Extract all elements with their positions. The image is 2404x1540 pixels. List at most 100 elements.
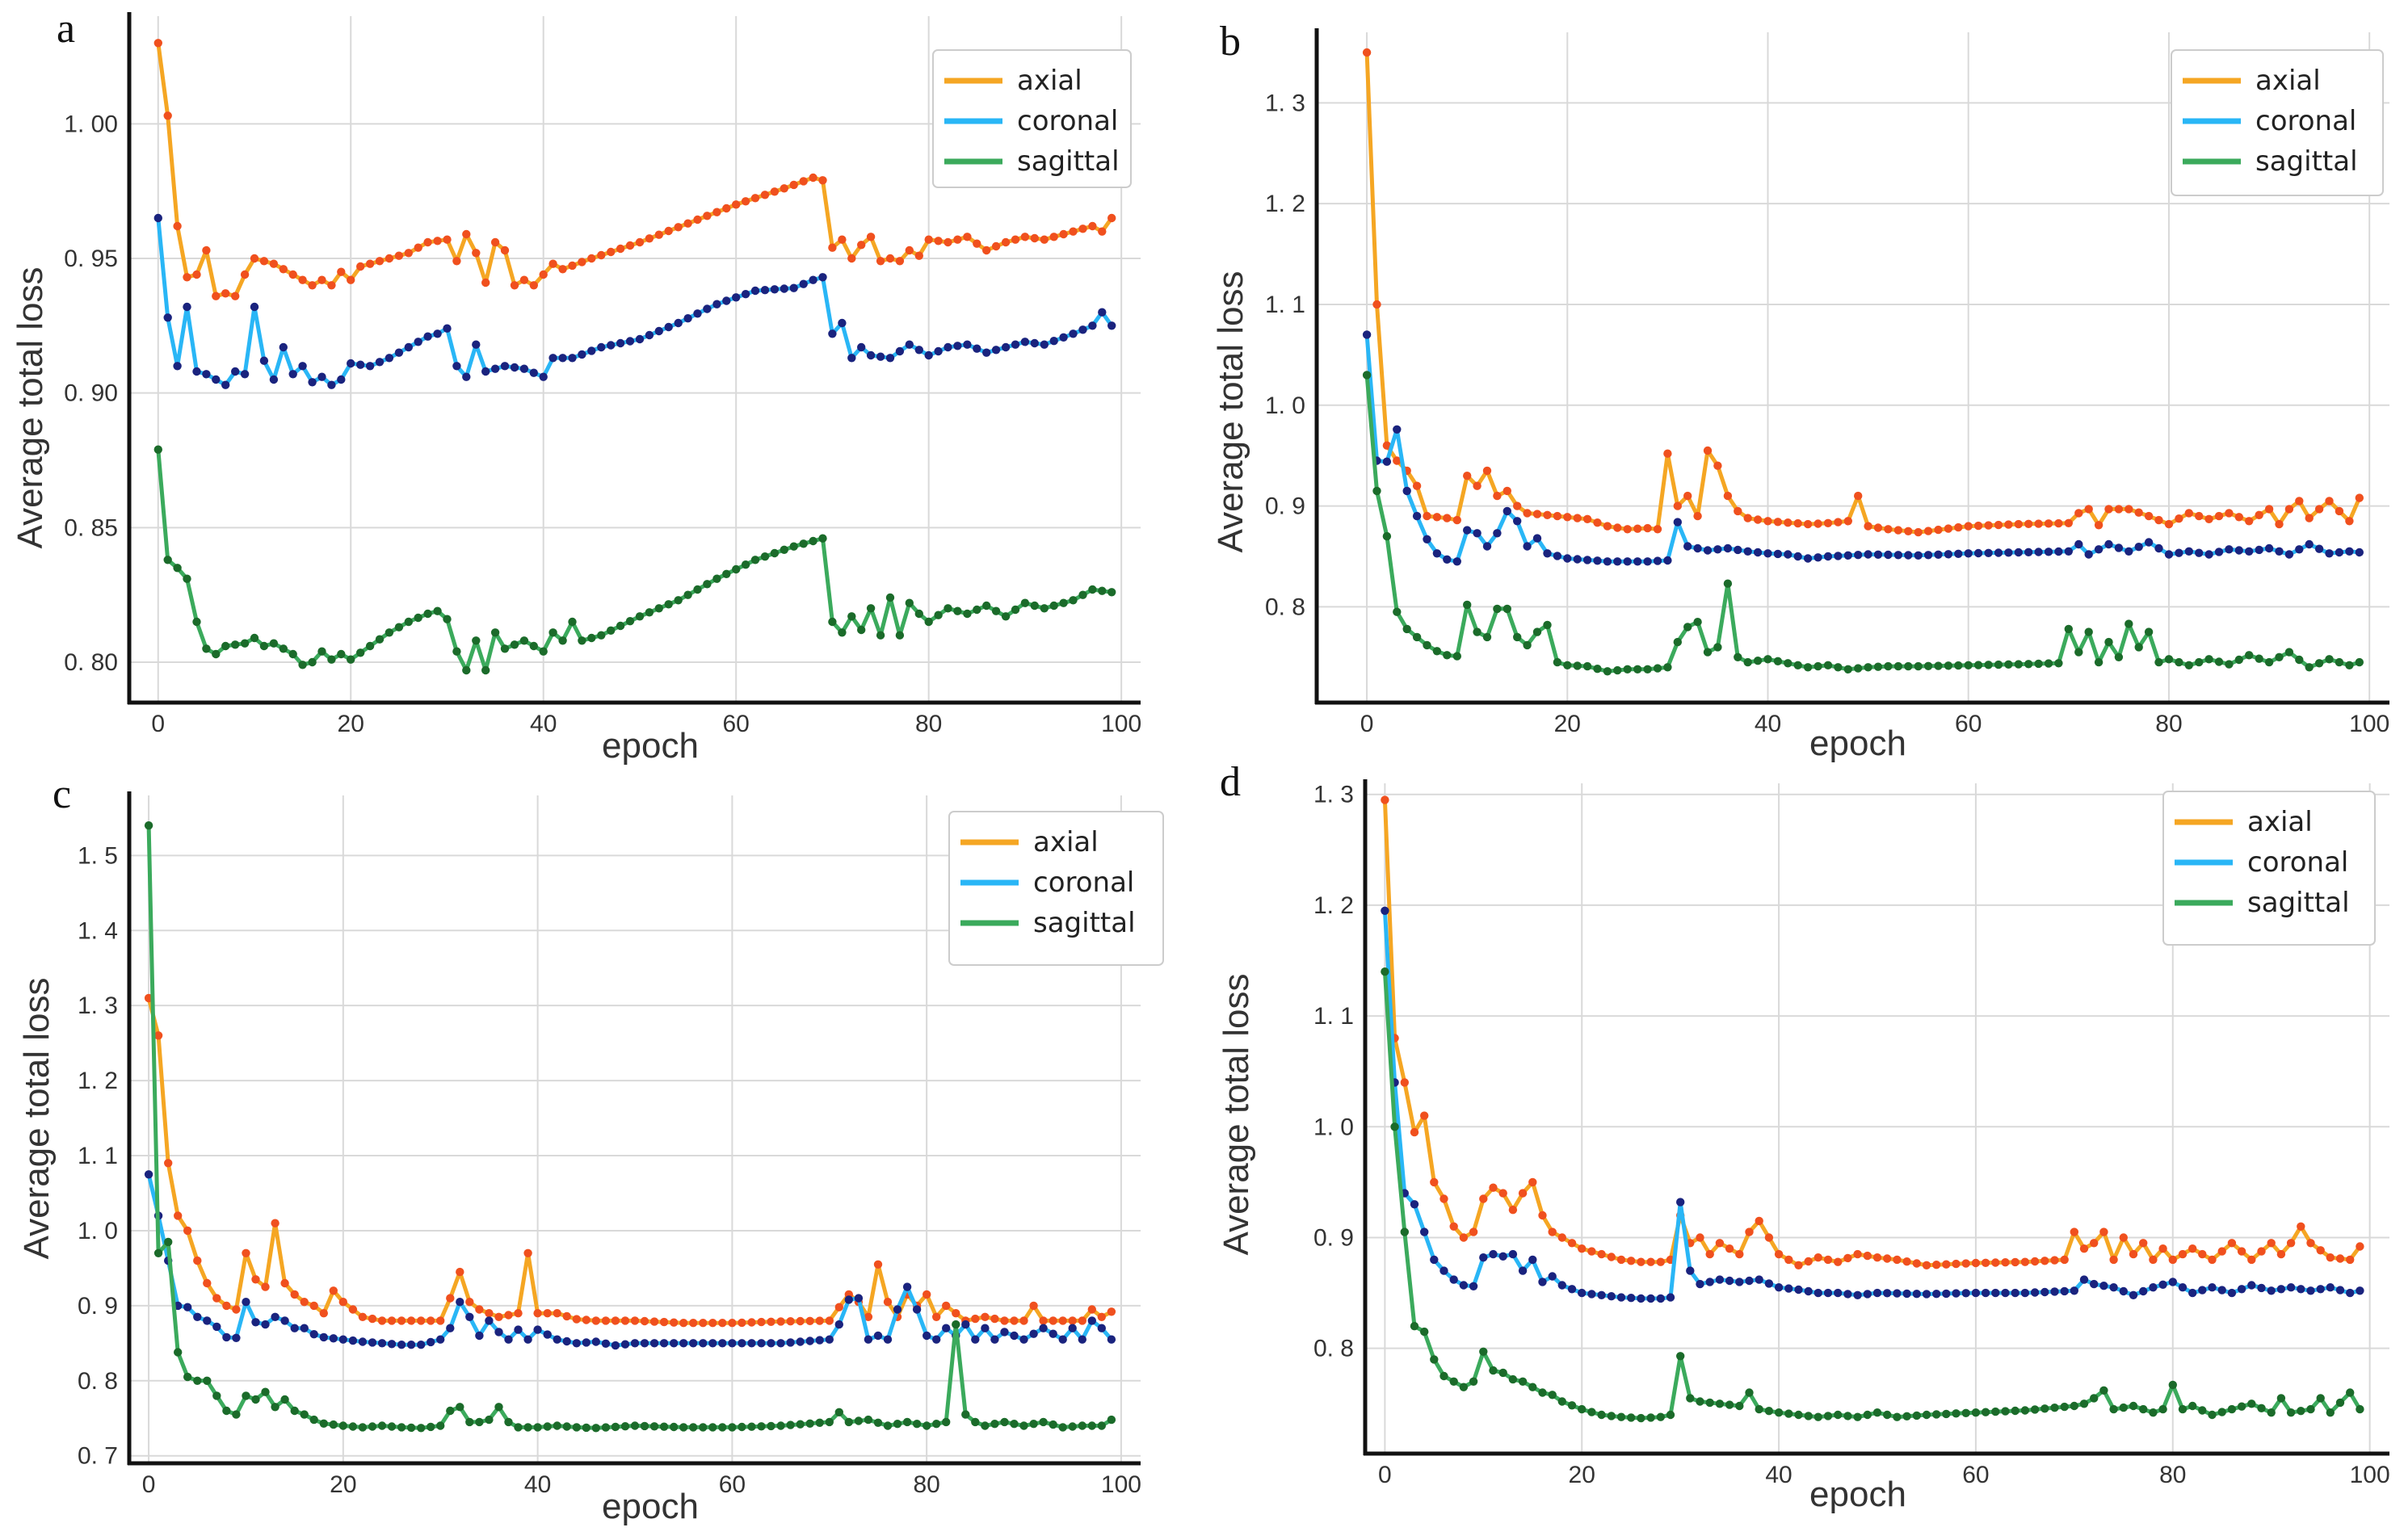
panel-c-coronal-point bbox=[767, 1339, 775, 1348]
panel-b-axial-point bbox=[2064, 518, 2073, 527]
panel-c-coronal-point bbox=[222, 1332, 231, 1342]
panel-d-sagittal-point bbox=[1557, 1397, 1567, 1406]
panel-c-axial-point bbox=[203, 1278, 212, 1288]
panel-b-axial-point bbox=[2175, 514, 2183, 523]
panel-b-sagittal-point bbox=[1443, 651, 1452, 660]
panel-d-coronal-point bbox=[1557, 1281, 1567, 1290]
panel-b-sagittal-point bbox=[1683, 623, 1692, 632]
panel-b-axial-point bbox=[2154, 515, 2163, 525]
panel-d-axial-point bbox=[1439, 1194, 1448, 1203]
panel-d-axial-point bbox=[2149, 1255, 2158, 1265]
panel-c-sagittal-point bbox=[222, 1406, 231, 1416]
panel-d-coronal-point bbox=[1538, 1278, 1547, 1286]
panel-a-axial-point bbox=[173, 221, 182, 231]
panel-d-axial-point bbox=[2208, 1255, 2217, 1265]
panel-c-axial-point bbox=[1107, 1307, 1116, 1316]
panel-b-sagittal-point bbox=[1563, 661, 1572, 669]
panel-b-coronal-point bbox=[2054, 547, 2063, 556]
panel-a-axial-point bbox=[1069, 227, 1078, 236]
panel-b-sagittal-point bbox=[1734, 653, 1742, 661]
panel-d-axial-point bbox=[1607, 1253, 1616, 1261]
panel-d-sagittal-point bbox=[1616, 1412, 1626, 1421]
panel-b-coronal-point bbox=[1432, 549, 1442, 558]
panel-c-coronal-point bbox=[708, 1339, 717, 1348]
panel-d-coronal-point bbox=[2257, 1283, 2266, 1293]
panel-a-coronal-point bbox=[317, 372, 326, 381]
panel-b-coronal-point bbox=[1973, 548, 1983, 558]
panel-d-sagittal-point bbox=[1666, 1410, 1675, 1420]
panel-c-axial-line bbox=[146, 997, 1113, 1325]
panel-b-axial-point bbox=[2245, 517, 2254, 526]
panel-b-axial-point bbox=[1543, 510, 1552, 519]
panel-d-axial-point bbox=[2011, 1257, 2019, 1267]
panel-b-sagittal-point bbox=[2175, 657, 2183, 667]
panel-d-axial-point bbox=[2139, 1239, 2148, 1248]
panel-d-axial-point bbox=[2346, 1255, 2355, 1265]
panel-b-axial-point bbox=[1734, 506, 1742, 516]
panel-c-axial-point bbox=[562, 1311, 571, 1321]
panel-a-sagittal-point bbox=[876, 631, 885, 640]
panel-a-coronal-point bbox=[809, 275, 817, 284]
panel-d-sagittal-point bbox=[1893, 1412, 1902, 1421]
panel-d-axial-point bbox=[2020, 1257, 2030, 1266]
panel-d-coronal-point bbox=[1853, 1290, 1862, 1300]
panel-a-axial-point bbox=[1030, 233, 1040, 243]
panel-a-sagittal-point bbox=[674, 596, 683, 605]
panel-a-axial-point bbox=[693, 215, 702, 224]
panel-a-coronal-point bbox=[703, 304, 712, 313]
panel-a-sagittal-point bbox=[732, 564, 741, 574]
panel-a-sagittal-point bbox=[394, 623, 404, 632]
panel-a-sagittal-point bbox=[423, 609, 432, 619]
panel-c-sagittal-point bbox=[923, 1421, 931, 1430]
panel-a-coronal-point bbox=[838, 318, 847, 328]
panel-c-coronal-point bbox=[290, 1324, 299, 1332]
panel-a-axial-point bbox=[1040, 235, 1049, 244]
panel-d-y-tick-label: 1. 2 bbox=[1313, 892, 1354, 919]
panel-b-sagittal-point bbox=[1482, 632, 1492, 642]
panel-d-axial-point bbox=[2237, 1247, 2246, 1256]
panel-a-sagittal-point bbox=[173, 564, 182, 573]
panel-c-sagittal-point bbox=[406, 1423, 416, 1433]
panel-d-sagittal-point bbox=[2030, 1405, 2040, 1414]
panel-a-coronal-point bbox=[337, 375, 346, 384]
panel-b-coronal-point bbox=[2084, 550, 2093, 559]
panel-d-coronal-point bbox=[2267, 1286, 2276, 1295]
panel-c-axial-point bbox=[280, 1278, 289, 1288]
panel-c-sagittal-point bbox=[183, 1372, 192, 1382]
panel-c-y-tick-label: 0. 7 bbox=[78, 1443, 118, 1470]
panel-b-axial-point bbox=[1873, 523, 1883, 532]
panel-a-axial-point bbox=[838, 235, 847, 244]
panel-c-coronal-point bbox=[338, 1335, 347, 1344]
panel-b-axial-point bbox=[1523, 509, 1532, 518]
panel-b-x-axis-title: epoch bbox=[1809, 724, 1906, 763]
panel-d-coronal-point bbox=[1548, 1272, 1557, 1281]
panel-b-sagittal-point bbox=[1823, 661, 1833, 669]
panel-b-coronal-point bbox=[1673, 518, 1682, 527]
panel-c-legend-label-coronal: coronal bbox=[1033, 867, 1134, 899]
panel-d-coronal-point bbox=[1498, 1252, 1507, 1261]
panel-a-axial-point bbox=[163, 111, 172, 120]
panel-a-sagittal-point bbox=[153, 445, 162, 454]
panel-a-axial-point bbox=[1020, 233, 1030, 241]
panel-a-axial-point bbox=[568, 261, 577, 271]
panel-d-axial-point bbox=[1784, 1255, 1793, 1265]
panel-c-sagittal-line bbox=[146, 825, 1113, 1430]
panel-c-axial-point bbox=[543, 1309, 552, 1318]
panel-d-axial-point bbox=[2119, 1233, 2128, 1242]
panel-d-axial-point bbox=[1381, 795, 1389, 804]
panel-a-coronal-point bbox=[587, 346, 596, 355]
panel-c-axial-point bbox=[358, 1312, 368, 1322]
panel-a-coronal-point bbox=[885, 354, 895, 363]
panel-a-sagittal-point bbox=[500, 644, 510, 653]
panel-a-sagittal-point bbox=[481, 665, 490, 675]
panel-a-axial-point bbox=[635, 237, 645, 247]
panel-a-axial-point bbox=[1011, 235, 1020, 244]
panel-b-axial-point bbox=[2204, 514, 2213, 523]
panel-c-axial-point bbox=[338, 1298, 347, 1307]
panel-d-axial-point bbox=[1853, 1249, 1862, 1259]
panel-b-axial-point bbox=[2355, 493, 2364, 502]
panel-d-sagittal-point bbox=[1942, 1409, 1951, 1419]
panel-c-sagittal-point bbox=[368, 1422, 377, 1431]
panel-a-coronal-point bbox=[1078, 325, 1087, 334]
panel-d-axial-point bbox=[1567, 1239, 1577, 1248]
